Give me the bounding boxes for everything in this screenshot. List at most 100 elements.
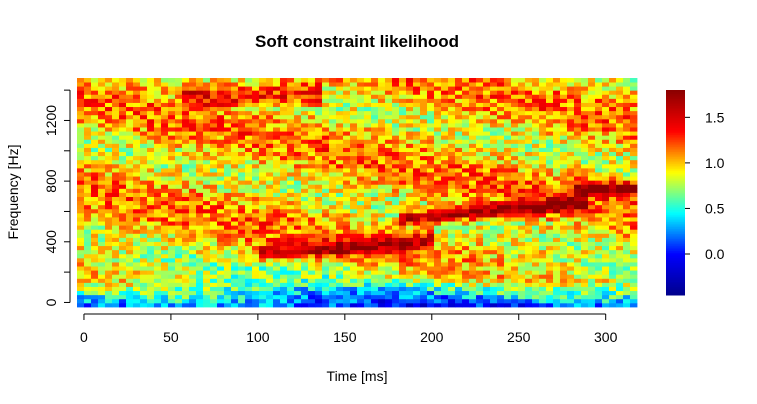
heatmap-cell: [77, 192, 85, 197]
heatmap-cell: [189, 167, 197, 173]
heatmap-cell: [308, 82, 316, 87]
heatmap-cell: [315, 282, 323, 287]
heatmap-cell: [525, 274, 533, 279]
heatmap-cell: [476, 241, 484, 247]
colorbar-segment: [666, 175, 685, 178]
heatmap-cell: [378, 82, 386, 87]
heatmap-cell: [385, 155, 393, 161]
heatmap-cell: [504, 188, 512, 193]
heatmap-cell: [574, 135, 582, 140]
heatmap-cell: [595, 217, 603, 222]
heatmap-cell: [343, 143, 351, 148]
heatmap-cell: [525, 196, 533, 202]
heatmap-cell: [238, 290, 246, 296]
colorbar-segment: [666, 115, 685, 118]
heatmap-cell: [553, 94, 561, 99]
heatmap-cell: [595, 147, 603, 153]
heatmap-cell: [476, 225, 484, 230]
heatmap-cell: [455, 118, 463, 124]
heatmap-cell: [189, 188, 197, 193]
heatmap-cell: [455, 172, 463, 177]
heatmap-cell: [623, 204, 631, 210]
heatmap-cell: [560, 208, 568, 214]
heatmap-cell: [588, 114, 596, 120]
heatmap-cell: [504, 229, 512, 234]
heatmap-cell: [259, 151, 267, 157]
heatmap-cell: [259, 94, 267, 99]
heatmap-cell: [392, 274, 400, 279]
heatmap-cell: [483, 282, 491, 287]
heatmap-cell: [483, 131, 491, 136]
heatmap-cell: [560, 102, 568, 108]
heatmap-cell: [560, 86, 568, 91]
heatmap-cell: [595, 249, 603, 255]
heatmap-cell: [329, 257, 337, 263]
heatmap-cell: [154, 290, 162, 296]
heatmap-cell: [175, 270, 183, 275]
heatmap-cell: [126, 274, 134, 279]
heatmap-cell: [259, 135, 267, 140]
heatmap-cell: [525, 262, 533, 267]
heatmap-cell: [511, 98, 519, 103]
heatmap-cell: [574, 212, 582, 218]
heatmap-cell: [574, 159, 582, 165]
heatmap-cell: [336, 106, 344, 112]
heatmap-cell: [609, 257, 617, 263]
heatmap-cell: [553, 208, 561, 214]
colorbar-segment: [666, 96, 685, 100]
heatmap-cell: [476, 221, 484, 226]
heatmap-cell: [602, 217, 610, 222]
heatmap-cell: [77, 266, 85, 271]
heatmap-cell: [420, 180, 428, 185]
heatmap-cell: [434, 155, 442, 161]
heatmap-cell: [364, 176, 372, 181]
heatmap-cell: [602, 118, 610, 124]
heatmap-cell: [476, 122, 484, 128]
heatmap-cell: [518, 155, 526, 161]
heatmap-cell: [378, 221, 386, 226]
heatmap-cell: [273, 172, 281, 177]
heatmap-cell: [413, 217, 421, 222]
heatmap-cell: [182, 294, 190, 300]
heatmap-cell: [560, 241, 568, 247]
heatmap-cell: [483, 274, 491, 279]
heatmap-cell: [147, 249, 155, 255]
heatmap-cell: [161, 282, 169, 287]
heatmap-cell: [602, 212, 610, 218]
heatmap-cell: [140, 225, 148, 230]
heatmap-cell: [336, 270, 344, 275]
heatmap-cell: [469, 90, 477, 95]
heatmap-cell: [259, 163, 267, 169]
heatmap-cell: [427, 176, 435, 181]
heatmap-cell: [469, 192, 477, 197]
colorbar-segment: [666, 153, 685, 156]
heatmap-cell: [427, 233, 435, 238]
heatmap-cell: [560, 233, 568, 238]
heatmap-cell: [581, 78, 589, 83]
heatmap-cell: [371, 143, 379, 148]
heatmap-cell: [448, 127, 456, 132]
heatmap-cell: [364, 196, 372, 202]
heatmap-cell: [84, 192, 92, 197]
colorbar-tick-label: 1.5: [705, 109, 725, 125]
colorbar-segment: [666, 291, 685, 294]
heatmap-cell: [434, 208, 442, 214]
heatmap-cell: [497, 294, 505, 300]
heatmap-cell: [84, 78, 92, 83]
heatmap-cell: [245, 78, 253, 83]
heatmap-cell: [567, 249, 575, 255]
heatmap-cell: [238, 98, 246, 103]
heatmap-cell: [462, 122, 470, 128]
heatmap-cell: [427, 298, 435, 304]
heatmap-cell: [231, 135, 239, 140]
heatmap-cell: [315, 204, 323, 210]
heatmap-cell: [308, 221, 316, 226]
heatmap-cell: [224, 302, 232, 308]
heatmap-cell: [476, 286, 484, 292]
heatmap-cell: [595, 229, 603, 234]
heatmap-cell: [133, 110, 141, 116]
heatmap-cell: [371, 282, 379, 287]
heatmap-cell: [126, 135, 134, 140]
colorbar-segment: [666, 242, 685, 245]
heatmap-cell: [532, 294, 540, 300]
